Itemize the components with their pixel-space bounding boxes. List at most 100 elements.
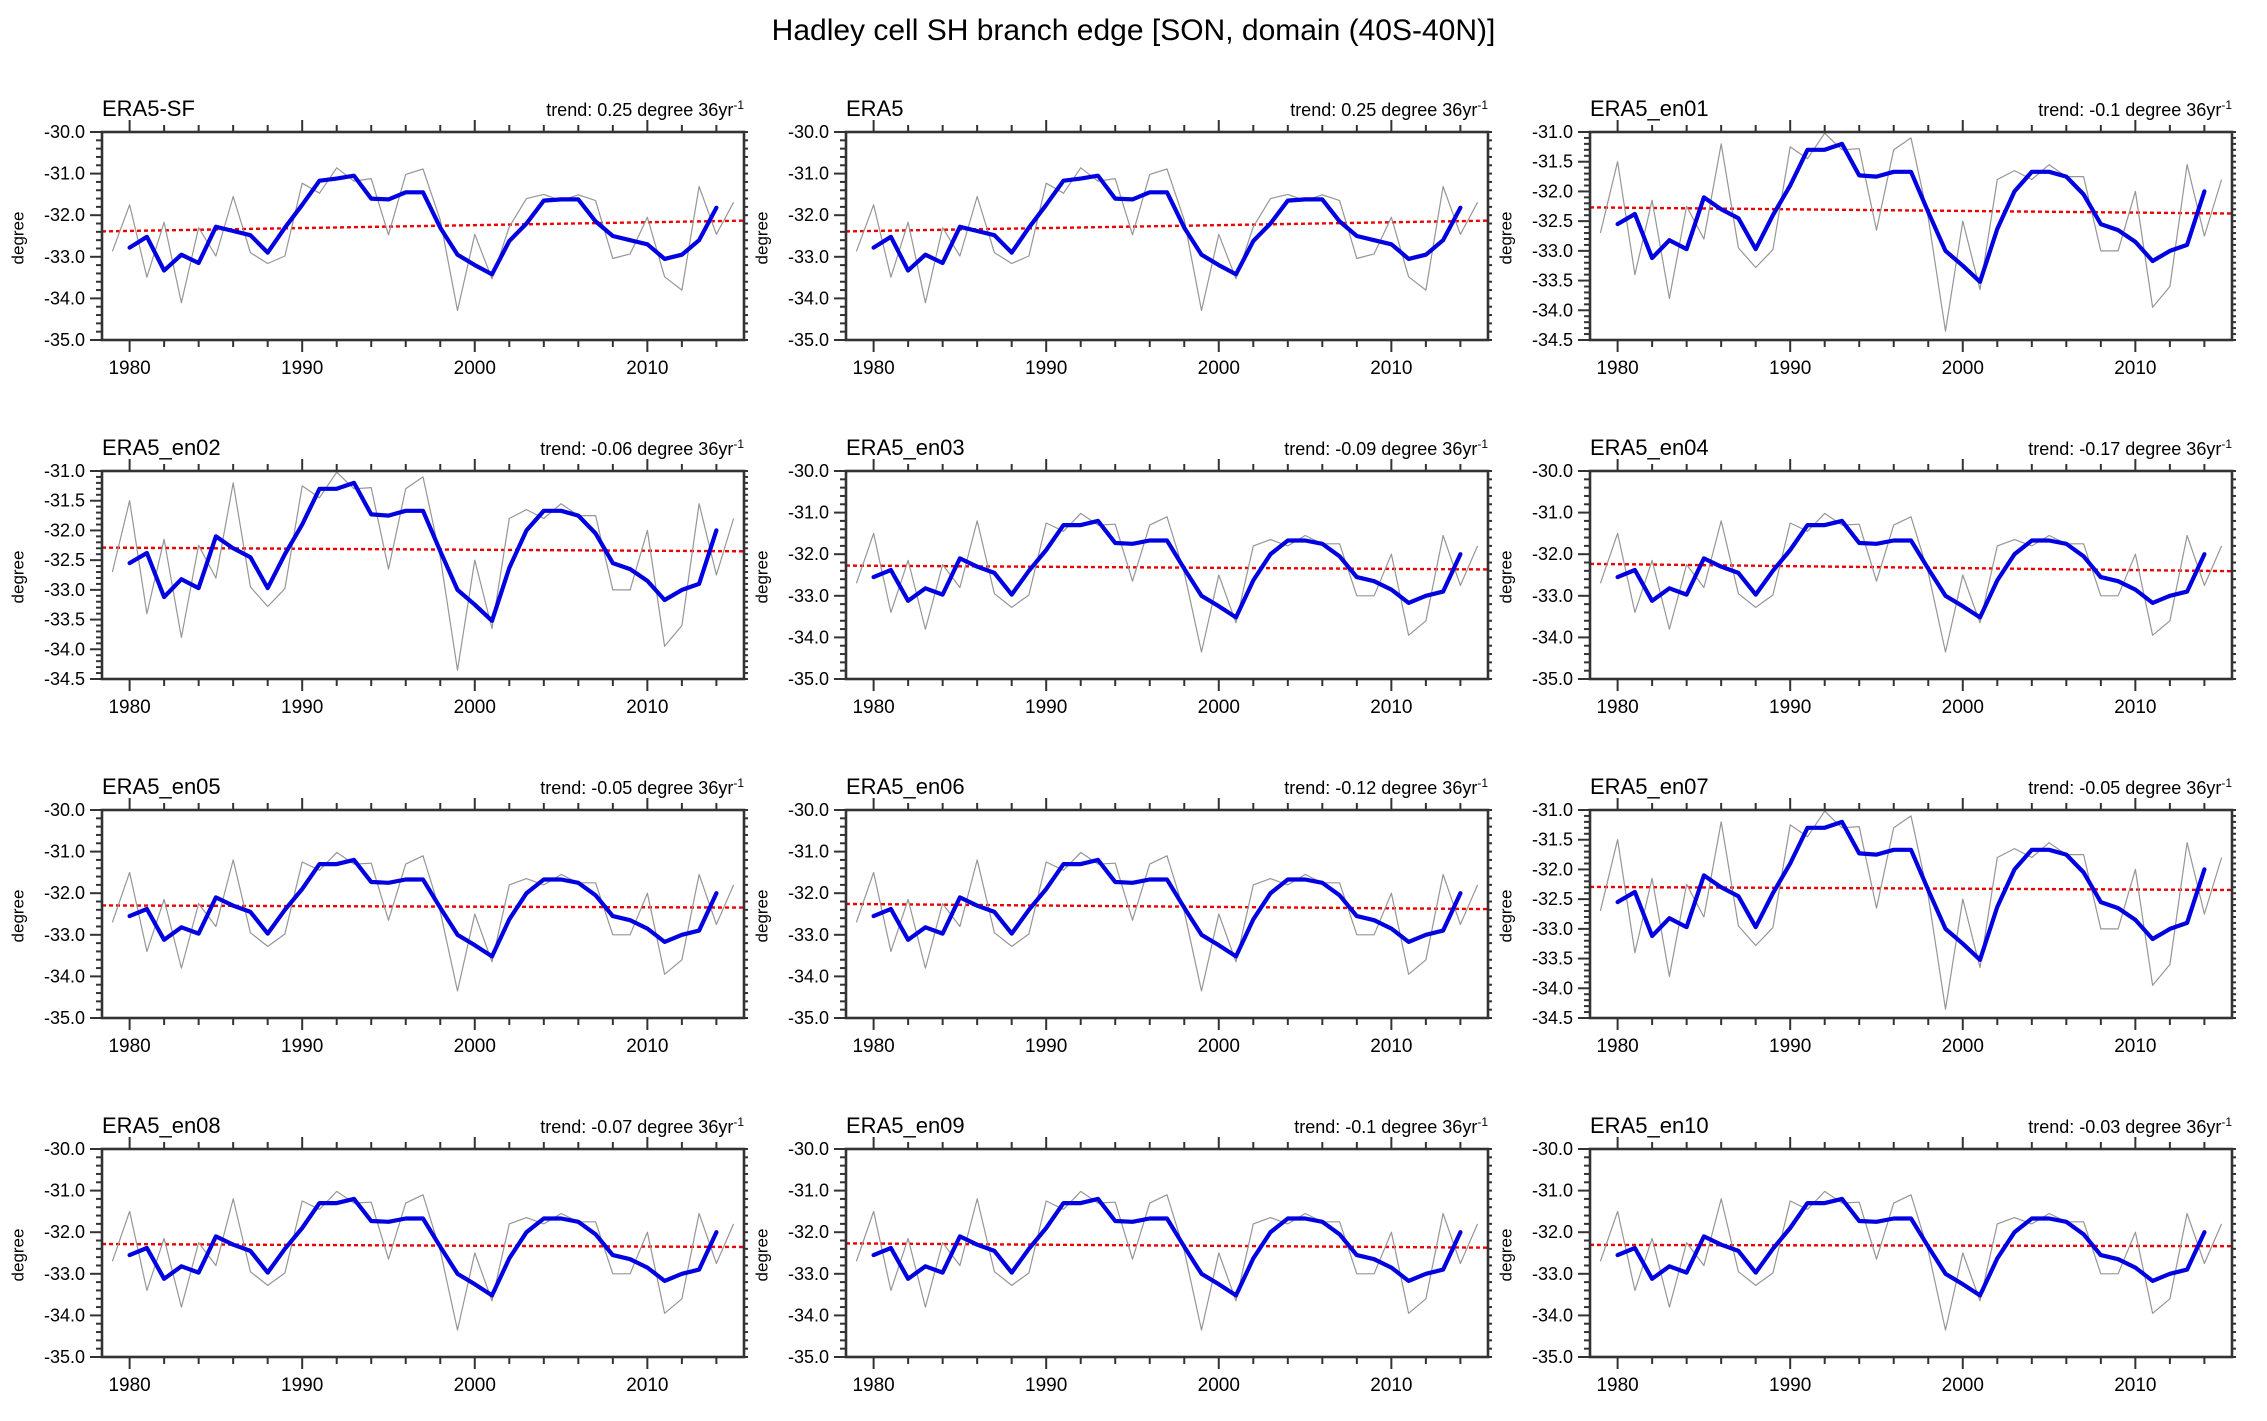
smoothed-line bbox=[871, 1196, 1463, 1298]
y-tick-label: -30.0 bbox=[788, 1139, 829, 1159]
panel-era5-en04: degree ERA5_en04 trend: -0.17 degree 36y… bbox=[1492, 403, 2236, 742]
y-tick-label: -31.0 bbox=[1532, 800, 1573, 820]
annual-line bbox=[855, 851, 1479, 992]
panel-title: ERA5_en04 bbox=[1590, 435, 1709, 460]
x-tick-label: 1980 bbox=[1596, 358, 1638, 379]
plot-frame bbox=[1588, 808, 2234, 1020]
x-tick-label: 2000 bbox=[454, 697, 496, 718]
panel-header: ERA5 trend: 0.25 degree 36yr-1 bbox=[846, 96, 1488, 122]
y-tick-label: -32.0 bbox=[1532, 544, 1573, 564]
annual-line bbox=[1599, 810, 2223, 1010]
y-tick-label: -30.0 bbox=[44, 1139, 85, 1159]
x-tick-label: 1990 bbox=[1025, 697, 1067, 718]
x-tick-label: 1980 bbox=[108, 1036, 150, 1057]
y-tick-label: -34.0 bbox=[788, 288, 829, 308]
plot-frame bbox=[844, 130, 1490, 342]
trend-annotation: trend: -0.05 degree 36yr-1 bbox=[540, 776, 744, 798]
y-tick-label: -33.5 bbox=[44, 610, 85, 630]
x-tick-label: 2010 bbox=[1370, 358, 1412, 379]
trend-line bbox=[1589, 206, 2233, 215]
y-tick-label: -35.0 bbox=[44, 330, 85, 350]
chart-plot: -35.0 -34.0 -33.0 -32.0 -31.0 -30.0 1980 1990 20… bbox=[1532, 459, 2236, 718]
x-tick-label: 2000 bbox=[1942, 1375, 1984, 1396]
y-tick-label: -30.0 bbox=[1532, 1139, 1573, 1159]
y-tick-label: -35.0 bbox=[788, 1347, 829, 1367]
y-tick-label: -34.0 bbox=[1532, 1305, 1573, 1325]
x-tick-label: 2010 bbox=[2114, 697, 2156, 718]
annual-line bbox=[1599, 512, 2223, 653]
y-tick-label: -30.0 bbox=[788, 800, 829, 820]
chart-plot: -34.5 -34.0 -33.5 -33.0 -32.5 -32.0 -31.5 -31.0… bbox=[44, 459, 748, 718]
x-tick-label: 2010 bbox=[626, 358, 668, 379]
trend-annotation: trend: -0.05 degree 36yr-1 bbox=[2028, 776, 2232, 798]
x-tick-label: 1980 bbox=[852, 1375, 894, 1396]
x-tick-label: 1990 bbox=[1769, 358, 1811, 379]
panel-title: ERA5_en10 bbox=[1590, 1113, 1709, 1138]
trend-line bbox=[1589, 1243, 2233, 1248]
plot-frame bbox=[1588, 1147, 2234, 1359]
panel-era5-en05: degree ERA5_en05 trend: -0.05 degree 36y… bbox=[4, 742, 748, 1081]
trend-line bbox=[101, 219, 745, 233]
panel-header: ERA5_en10 trend: -0.03 degree 36yr-1 bbox=[1590, 1113, 2232, 1139]
annual-line bbox=[855, 167, 1479, 312]
y-tick-label: -31.0 bbox=[788, 503, 829, 523]
plot-frame bbox=[100, 808, 746, 1020]
chart-plot: -35.0 -34.0 -33.0 -32.0 -31.0 -30.0 1980 1990 20… bbox=[44, 798, 748, 1057]
x-tick-label: 1990 bbox=[281, 1375, 323, 1396]
y-tick-label: -32.5 bbox=[1532, 889, 1573, 909]
x-tick-label: 1980 bbox=[852, 697, 894, 718]
y-tick-label: -33.0 bbox=[44, 247, 85, 267]
y-tick-label: -31.0 bbox=[44, 164, 85, 184]
x-tick-label: 1980 bbox=[1596, 697, 1638, 718]
chart-plot: -35.0 -34.0 -33.0 -32.0 -31.0 -30.0 1980 1990 20… bbox=[44, 120, 748, 379]
smoothed-line bbox=[871, 857, 1463, 959]
panel-header: ERA5_en08 trend: -0.07 degree 36yr-1 bbox=[102, 1113, 744, 1139]
panel-header: ERA5_en09 trend: -0.1 degree 36yr-1 bbox=[846, 1113, 1488, 1139]
x-tick-label: 1990 bbox=[1769, 1375, 1811, 1396]
trend-line bbox=[845, 219, 1489, 233]
x-tick-label: 1980 bbox=[852, 1036, 894, 1057]
panel-header: ERA5_en06 trend: -0.12 degree 36yr-1 bbox=[846, 774, 1488, 800]
panel-title: ERA5_en05 bbox=[102, 774, 221, 799]
annual-line bbox=[855, 1190, 1479, 1331]
smoothed-line bbox=[1615, 1196, 2207, 1298]
y-tick-label: -34.0 bbox=[788, 966, 829, 986]
x-tick-label: 2000 bbox=[454, 358, 496, 379]
y-tick-label: -32.0 bbox=[788, 205, 829, 225]
x-tick-label: 2000 bbox=[1198, 1036, 1240, 1057]
y-tick-label: -32.0 bbox=[44, 883, 85, 903]
y-tick-label: -31.0 bbox=[1532, 122, 1573, 142]
y-tick-label: -33.0 bbox=[44, 1264, 85, 1284]
y-tick-label: -31.5 bbox=[1532, 152, 1573, 172]
y-tick-label: -33.0 bbox=[788, 586, 829, 606]
smoothed-line bbox=[127, 173, 719, 277]
x-tick-label: 2010 bbox=[2114, 358, 2156, 379]
x-tick-label: 1990 bbox=[1769, 1036, 1811, 1057]
y-tick-label: -33.0 bbox=[788, 925, 829, 945]
panel-title: ERA5_en08 bbox=[102, 1113, 221, 1138]
x-tick-label: 1980 bbox=[108, 358, 150, 379]
smoothed-line bbox=[1615, 518, 2207, 620]
plot-frame bbox=[100, 469, 746, 681]
y-tick-label: -30.0 bbox=[788, 122, 829, 142]
trend-annotation: trend: -0.17 degree 36yr-1 bbox=[2028, 437, 2232, 459]
y-tick-label: -32.0 bbox=[1532, 181, 1573, 201]
annual-line bbox=[855, 512, 1479, 653]
y-tick-label: -35.0 bbox=[788, 669, 829, 689]
y-tick-label: -31.5 bbox=[44, 491, 85, 511]
panel-title: ERA5_en01 bbox=[1590, 96, 1709, 121]
panel-header: ERA5_en02 trend: -0.06 degree 36yr-1 bbox=[102, 435, 744, 461]
y-tick-label: -34.0 bbox=[788, 1305, 829, 1325]
trend-annotation: trend: -0.09 degree 36yr-1 bbox=[1284, 437, 1488, 459]
smoothed-line bbox=[871, 518, 1463, 620]
panel-title: ERA5 bbox=[846, 96, 904, 121]
y-tick-label: -33.0 bbox=[1532, 919, 1573, 939]
y-tick-label: -31.0 bbox=[1532, 1181, 1573, 1201]
panel-era5-en10: degree ERA5_en10 trend: -0.03 degree 36y… bbox=[1492, 1081, 2236, 1420]
y-tick-label: -34.0 bbox=[44, 966, 85, 986]
trend-annotation: trend: -0.06 degree 36yr-1 bbox=[540, 437, 744, 459]
x-tick-label: 1980 bbox=[852, 358, 894, 379]
y-tick-label: -30.0 bbox=[788, 461, 829, 481]
y-tick-label: -35.0 bbox=[44, 1008, 85, 1028]
trend-line bbox=[845, 902, 1489, 911]
